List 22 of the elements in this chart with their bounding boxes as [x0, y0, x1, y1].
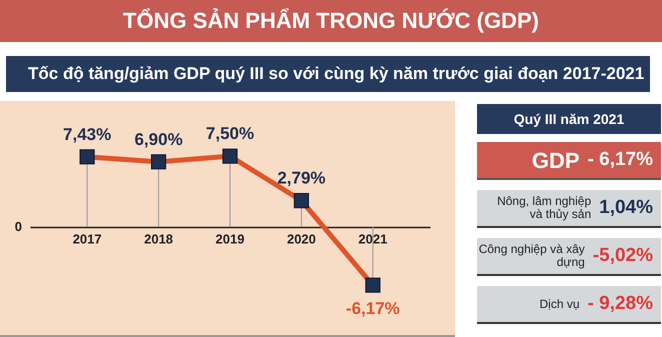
data-label: 6,90% [134, 130, 183, 149]
data-label: 7,43% [63, 124, 112, 144]
category-label: Dịch vụ [540, 296, 580, 310]
text: 1,04% [599, 197, 653, 218]
x-tick-label: 2018 [144, 231, 174, 246]
text: - 6,17% [588, 149, 653, 170]
category-label: Nông, lâm nghiệp và thủy sản [496, 194, 592, 221]
chart-title: TỔNG SẢN PHẨM TRONG NƯỚC (GDP) [0, 0, 662, 42]
category-label: Công nghiệp và xây dựng [478, 242, 585, 269]
data-label: 7,50% [206, 124, 254, 144]
data-label: -6,17% [346, 299, 400, 318]
text: Quý III năm 2021 [477, 104, 661, 134]
x-tick-label: 2021 [358, 231, 388, 246]
category-label: GDP [532, 148, 580, 172]
text: 0 [14, 218, 22, 234]
text: - 9,28% [588, 293, 653, 314]
x-tick-label: 2020 [286, 231, 316, 246]
chart-subtitle: Tốc độ tăng/giảm GDP quý III so với cùng kỳ năm trước giai đoạn 2017-2021 [6, 56, 650, 92]
x-tick-label: 2017 [72, 231, 102, 246]
text: -5,02% [592, 245, 653, 266]
x-tick-label: 2019 [216, 231, 244, 246]
data-label: 2,79% [277, 168, 326, 188]
